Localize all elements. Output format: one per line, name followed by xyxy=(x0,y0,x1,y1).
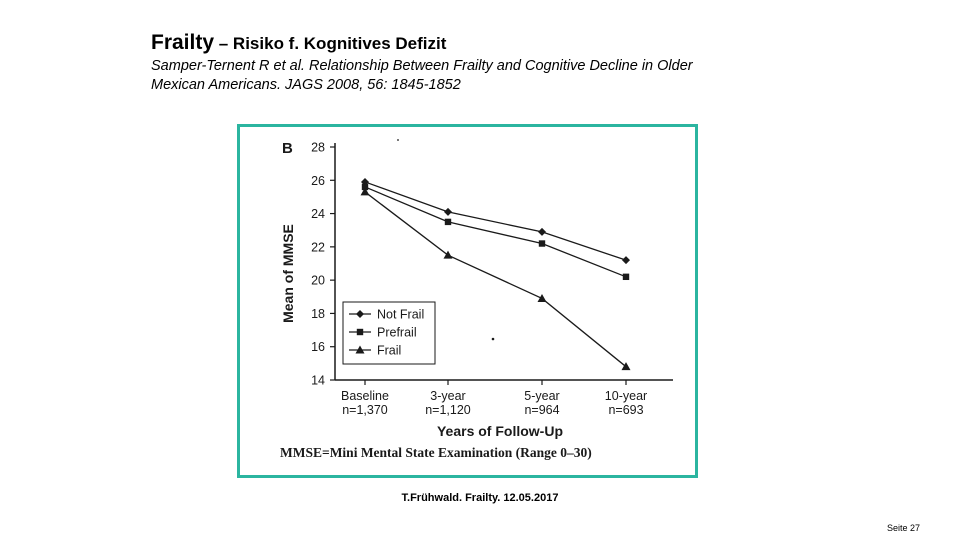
page-number: Seite 27 xyxy=(886,523,920,533)
point-not-frail xyxy=(444,207,452,216)
x-tick-n-label: n=1,120 xyxy=(425,403,471,417)
legend-label-prefrail: Prefrail xyxy=(377,326,417,340)
x-axis-label: Years of Follow-Up xyxy=(437,423,563,439)
point-frail xyxy=(537,293,547,302)
chart-frame: B 14 16 18 20 22 24 26 28 Mean of MMSE Baseline n=1… xyxy=(237,124,698,478)
legend-label-not-frail: Not Frail xyxy=(377,308,424,322)
legend-marker-prefrail xyxy=(356,328,364,336)
y-tick-label: 24 xyxy=(311,207,325,221)
point-prefrail xyxy=(444,218,452,226)
scan-speck xyxy=(397,139,399,141)
point-not-frail xyxy=(538,227,546,236)
y-axis-label: Mean of MMSE xyxy=(280,224,296,323)
y-tick-label: 18 xyxy=(311,307,325,321)
chart-caption: MMSE=Mini Mental State Examination (Rang… xyxy=(280,445,592,460)
y-tick-label: 20 xyxy=(311,274,325,288)
series-line-prefrail xyxy=(364,186,627,278)
x-tick-label: Baseline xyxy=(341,389,389,403)
legend-marker-frail xyxy=(355,345,365,354)
legend-marker-not-frail xyxy=(356,310,364,318)
point-frail xyxy=(443,250,453,259)
y-tick-label: 26 xyxy=(311,174,325,188)
point-not-frail xyxy=(622,256,630,265)
series-line-frail xyxy=(364,191,627,368)
series-line-not-frail xyxy=(364,181,627,261)
y-tick-label: 14 xyxy=(311,374,325,388)
point-frail xyxy=(621,362,631,371)
point-frail xyxy=(360,187,370,196)
x-tick-label: 10-year xyxy=(605,389,647,403)
title-rest: – Risiko f. Kognitives Defizit xyxy=(214,34,447,53)
footer-text: T.Frühwald. Frailty. 12.05.2017 xyxy=(401,492,559,504)
x-tick-n-label: n=693 xyxy=(608,403,643,417)
y-tick-label: 16 xyxy=(311,340,325,354)
x-tick-n-label: n=964 xyxy=(524,403,559,417)
point-prefrail xyxy=(622,273,630,281)
x-tick-label: 3-year xyxy=(430,389,465,403)
citation: Samper-Ternent R et al. Relationship Bet… xyxy=(151,57,791,95)
title-main: Frailty xyxy=(151,31,215,54)
y-tick-label: 28 xyxy=(311,141,325,155)
y-tick-label: 22 xyxy=(311,240,325,254)
legend-label-frail: Frail xyxy=(377,344,401,358)
panel-label: B xyxy=(282,140,293,157)
slide-title: Frailty – Risiko f. Kognitives Defizit xyxy=(151,30,446,57)
scan-speck xyxy=(491,337,495,341)
citation-line-2: Mexican Americans. JAGS 2008, 56: 1845-1… xyxy=(151,77,461,93)
point-prefrail xyxy=(361,183,369,191)
x-tick-n-label: n=1,370 xyxy=(342,403,388,417)
citation-line-1: Samper-Ternent R et al. Relationship Bet… xyxy=(151,58,693,74)
point-prefrail xyxy=(538,240,546,247)
x-tick-label: 5-year xyxy=(524,389,559,403)
